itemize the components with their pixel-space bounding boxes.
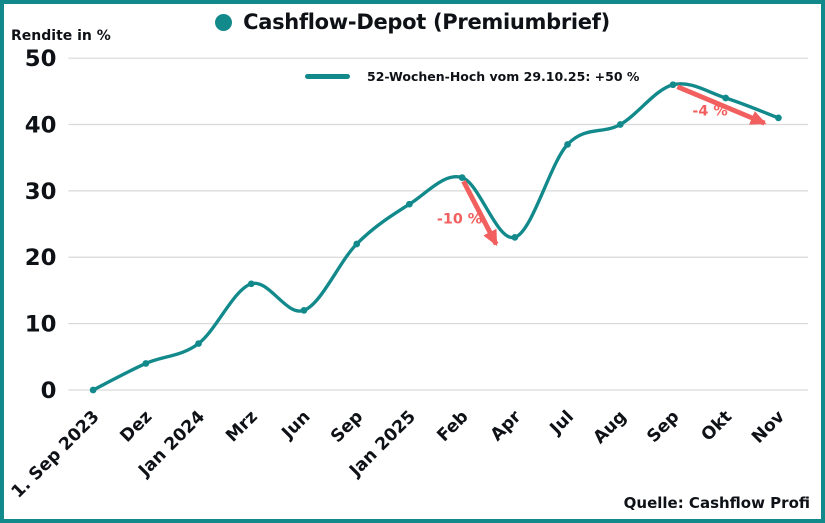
data-point-marker: [458, 174, 466, 181]
data-point-marker: [300, 307, 308, 314]
x-tick-label: 1. Sep 2023: [8, 407, 104, 502]
series-line: [91, 82, 781, 392]
data-point-marker: [353, 240, 361, 248]
data-point-marker: [89, 386, 97, 394]
x-tick-label: Sep: [327, 407, 367, 447]
x-tick-label: Jul: [546, 407, 578, 439]
data-point-marker: [722, 94, 730, 102]
decline-arrow-icon: [461, 180, 499, 247]
y-tick-label: 40: [25, 112, 57, 138]
x-tick-label: Okt: [698, 407, 737, 445]
y-tick-label: 20: [25, 245, 57, 271]
x-tick-label: Aug: [590, 407, 631, 448]
data-point-marker: [775, 114, 782, 122]
y-tick-label: 50: [25, 46, 57, 72]
x-tick-label: Nov: [748, 407, 789, 448]
decline-arrow-icon: [676, 84, 767, 126]
source-credit: Quelle: Cashflow Profi: [623, 494, 810, 512]
data-point-marker: [669, 81, 677, 89]
data-point-marker: [511, 234, 519, 241]
decline-label: -10 %: [437, 212, 482, 228]
data-point-marker: [616, 121, 624, 128]
data-point-marker: [142, 360, 150, 367]
y-tick-label: 10: [25, 312, 57, 338]
y-tick-label: 0: [41, 378, 57, 404]
data-point-marker: [406, 200, 413, 208]
chart-header: Cashflow-Depot (Premiumbrief): [4, 10, 821, 34]
x-tick-label: Dez: [117, 407, 157, 447]
data-point-marker: [247, 280, 255, 288]
decline-label: -4 %: [692, 103, 727, 119]
legend-line-swatch-icon: [305, 74, 350, 79]
x-tick-label: Mrz: [222, 407, 262, 446]
legend-label: 52-Wochen-Hoch vom 29.10.25: +50 %: [367, 69, 640, 84]
x-tick-label: Sep: [643, 407, 683, 447]
chart-title: Cashflow-Depot (Premiumbrief): [243, 10, 610, 34]
x-tick-label: Feb: [433, 407, 472, 446]
y-tick-label: 30: [25, 179, 57, 205]
x-tick-label: Apr: [487, 407, 526, 446]
y-axis-title: Rendite in %: [11, 28, 111, 44]
legend: 52-Wochen-Hoch vom 29.10.25: +50 %: [305, 69, 639, 84]
data-point-marker: [195, 340, 202, 347]
x-tick-label: Jun: [278, 407, 315, 444]
data-point-marker: [564, 141, 571, 148]
title-bullet-icon: [215, 13, 233, 31]
